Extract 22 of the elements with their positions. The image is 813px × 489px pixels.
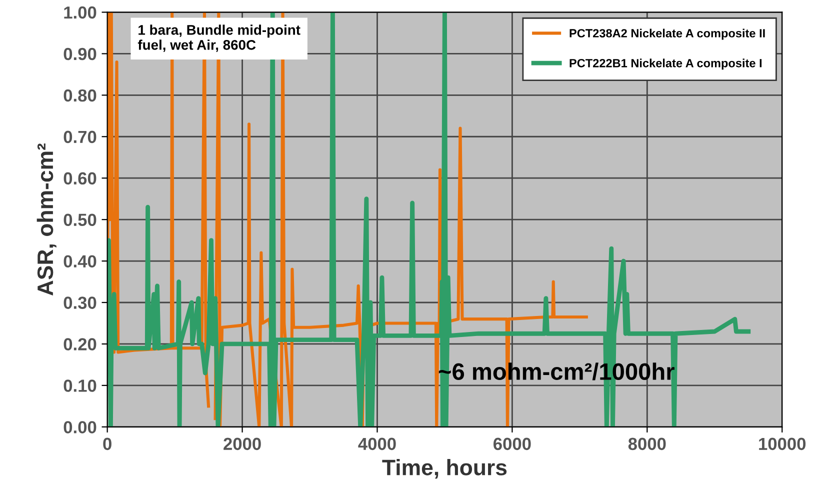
x-tick-label: 10000 bbox=[759, 438, 806, 450]
y-tick-label: 0.30 bbox=[64, 296, 96, 309]
y-tick-label: 0.00 bbox=[64, 421, 96, 434]
x-tick-label: 2000 bbox=[224, 438, 261, 450]
y-axis-title: ASR, ohm-cm² bbox=[36, 143, 56, 296]
x-tick-label: 4000 bbox=[358, 438, 396, 450]
legend-label: PCT222B1 Nickelate A composite I bbox=[570, 58, 762, 70]
x-tick-label: 8000 bbox=[628, 438, 666, 450]
x-tick-label: 0 bbox=[103, 438, 112, 450]
y-tick-label: 0.20 bbox=[64, 338, 96, 350]
legend-label: PCT238A2 Nickelate A composite II bbox=[570, 28, 765, 40]
y-tick-label: 0.80 bbox=[64, 89, 96, 102]
y-tick-label: 1.00 bbox=[64, 6, 96, 19]
y-tick-label: 0.50 bbox=[64, 214, 96, 226]
y-tick-label: 0.90 bbox=[64, 48, 96, 60]
y-tick-label: 0.10 bbox=[64, 380, 96, 392]
y-tick-label: 0.70 bbox=[64, 130, 96, 144]
annotation: 1 bara, Bundle mid-point fuel, wet Air, 860C bbox=[138, 24, 300, 52]
y-tick-label: 0.40 bbox=[64, 255, 96, 268]
x-axis-title: Time, hours bbox=[382, 459, 507, 479]
y-tick-label: 0.60 bbox=[64, 172, 96, 185]
x-tick-label: 6000 bbox=[494, 438, 531, 450]
